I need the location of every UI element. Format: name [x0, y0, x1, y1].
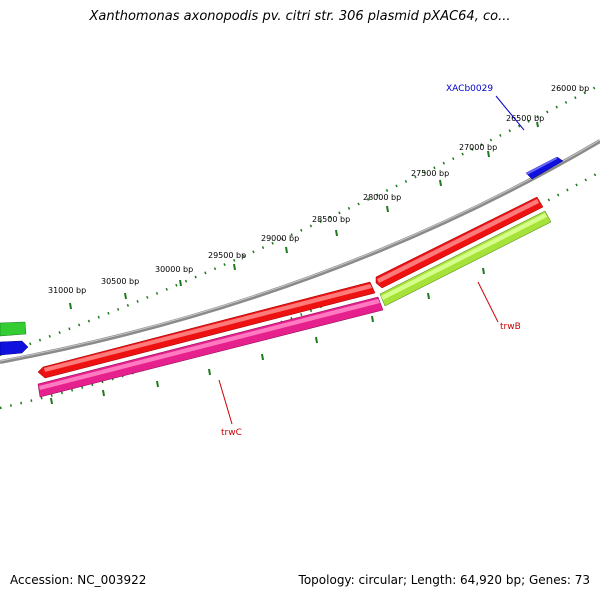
gene-trwb-shade	[381, 213, 547, 300]
gene-red-right-shade	[377, 199, 539, 283]
scale-label: 27000 bp	[459, 143, 497, 152]
topology-summary-text: Topology: circular; Length: 64,920 bp; G…	[298, 573, 590, 587]
scale-label: 26500 bp	[506, 114, 544, 123]
gene-left-blue[interactable]	[0, 340, 29, 356]
scale-label: 30500 bp	[101, 277, 139, 286]
scale-label: 28500 bp	[312, 215, 350, 224]
gene-xacb0029-shade	[526, 157, 557, 175]
tick-mark	[102, 389, 105, 397]
tick-mark	[179, 279, 182, 287]
map-title: Xanthomonas axonopodis pv. citri str. 30…	[89, 9, 511, 24]
gene-label-trwb[interactable]: trwB	[500, 322, 521, 332]
gene-trwc-shade	[39, 299, 380, 390]
scale-label: 30000 bp	[155, 265, 193, 274]
tick-mark	[285, 246, 288, 254]
tick-mark	[156, 380, 159, 388]
scale-label: 26000 bp	[551, 84, 589, 93]
tick-mark	[335, 229, 338, 237]
gene-xacb0029-arrow[interactable]	[525, 156, 564, 180]
tick-mark	[208, 368, 211, 376]
tick-mark	[69, 302, 72, 310]
gene-label-xacb0029[interactable]: XACb0029	[446, 84, 493, 94]
plasmid-backbone	[0, 139, 600, 364]
tick-mark	[371, 315, 374, 323]
tick-mark	[487, 150, 490, 158]
plasmid-backbone-highlight	[0, 139, 600, 362]
scale-label: 27500 bp	[411, 169, 449, 178]
accession-text: Accession: NC_003922	[10, 573, 147, 587]
tick-mark	[124, 292, 127, 300]
inner-major-ticks	[50, 267, 485, 405]
tick-mark	[536, 121, 539, 128]
tick-mark	[439, 179, 442, 187]
gene-left-green[interactable]	[0, 321, 27, 337]
scale-label: 28000 bp	[363, 193, 401, 202]
tick-mark	[386, 205, 389, 213]
outer-major-ticks	[69, 121, 539, 310]
tick-mark	[261, 353, 264, 361]
trwb-leader-line	[477, 281, 499, 323]
tick-mark	[482, 267, 485, 275]
scale-label: 31000 bp	[48, 286, 86, 295]
trwc-leader-line	[218, 379, 233, 425]
tick-mark	[315, 336, 318, 344]
gene-label-trwc[interactable]: trwC	[221, 428, 242, 438]
scale-label: 29000 bp	[261, 234, 299, 243]
tick-mark	[50, 397, 53, 405]
gene-red-left-shade	[44, 284, 372, 372]
scale-label: 29500 bp	[208, 251, 246, 260]
tick-mark	[233, 263, 236, 271]
tick-mark	[427, 292, 430, 300]
xacb0029-leader-line	[495, 95, 525, 131]
